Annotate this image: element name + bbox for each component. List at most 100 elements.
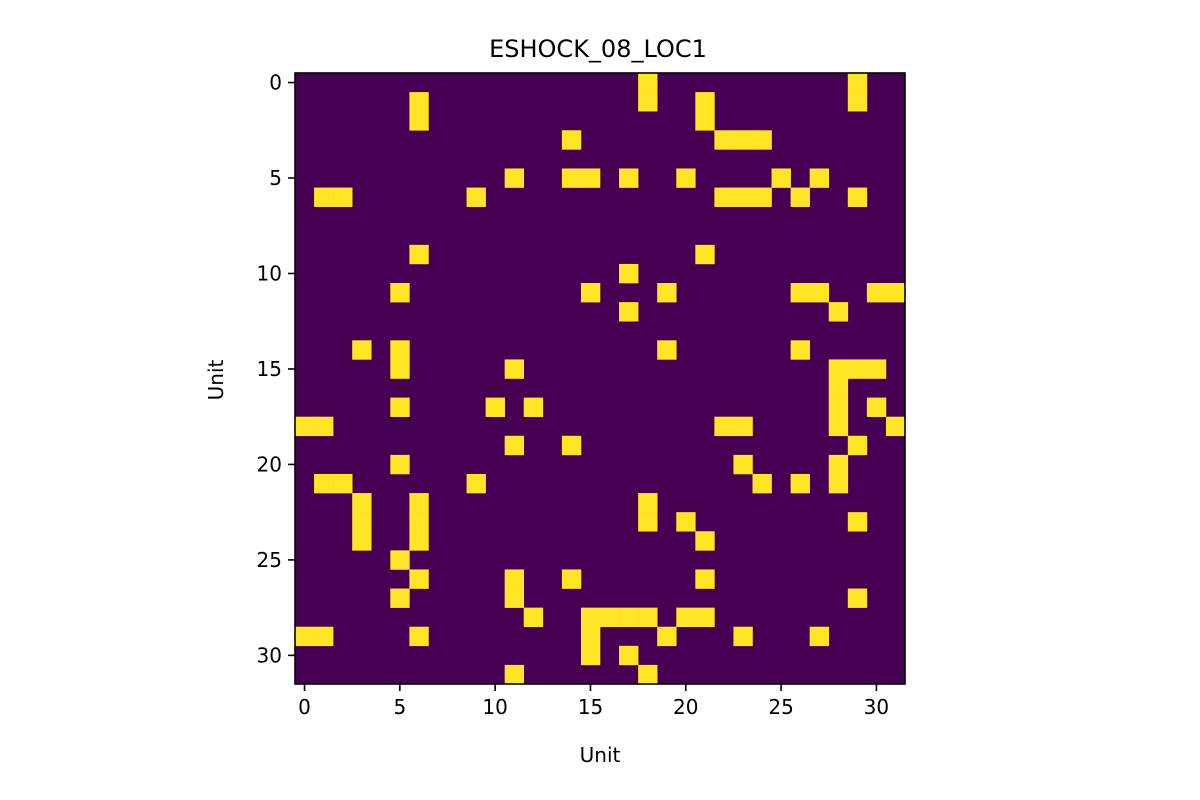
heatmap-cell (466, 187, 486, 207)
heatmap-cell (638, 607, 658, 628)
x-axis-label: Unit (580, 743, 621, 767)
heatmap-cell (619, 645, 639, 666)
heatmap-cell (390, 550, 410, 570)
heatmap-cell (657, 626, 677, 647)
heatmap-cell (619, 263, 639, 284)
heatmap-cell (352, 512, 372, 532)
heatmap-cell (561, 130, 582, 150)
heatmap-cell (580, 283, 601, 303)
heatmap-cells (295, 73, 906, 685)
heatmap-cell (390, 283, 410, 303)
x-tick-label: 15 (578, 695, 603, 719)
y-tick-label: 5 (269, 166, 282, 190)
heatmap-cell (866, 283, 887, 303)
heatmap-cell (847, 92, 868, 112)
heatmap-cell (847, 588, 868, 608)
x-tick-label: 30 (864, 695, 889, 719)
heatmap-cell (809, 168, 830, 188)
heatmap-cell (828, 397, 849, 417)
heatmap-cell (790, 283, 810, 303)
heatmap-cell (352, 340, 372, 360)
heatmap-cell (695, 244, 715, 265)
heatmap-cell (523, 607, 544, 628)
heatmap-cell (580, 607, 601, 628)
heatmap-cell (580, 168, 601, 188)
heatmap-cell (847, 359, 868, 379)
heatmap-cell (847, 73, 868, 93)
heatmap-cell (828, 378, 849, 398)
heatmap-cell (295, 416, 315, 437)
heatmap-cell (504, 359, 525, 379)
heatmap-cell (390, 359, 410, 379)
heatmap-cell (504, 168, 525, 188)
y-axis-label: Unit (204, 359, 228, 400)
heatmap-cell (638, 73, 658, 93)
heatmap-cell (295, 626, 315, 647)
heatmap-cell (733, 416, 753, 437)
heatmap-cell (866, 359, 887, 379)
heatmap-cell (619, 302, 639, 322)
heatmap-cell (638, 512, 658, 532)
heatmap-cell (733, 454, 753, 475)
heatmap-cell (619, 607, 639, 628)
plot-frame (294, 72, 906, 685)
chart-title: ESHOCK_08_LOC1 (489, 35, 707, 63)
heatmap-cell (695, 607, 715, 628)
heatmap-cell (333, 473, 353, 494)
heatmap-cell (828, 473, 849, 494)
heatmap-cell (752, 473, 772, 494)
y-tick-label: 25 (257, 548, 282, 572)
heatmap-cell (390, 454, 410, 475)
heatmap-cell (638, 92, 658, 112)
heatmap-cell (333, 187, 353, 207)
y-axis-ticks: 0 5 10 15 20 25 30 (257, 71, 295, 667)
heatmap-cell (504, 435, 525, 456)
y-tick-label: 30 (257, 643, 282, 667)
x-tick-label: 10 (482, 695, 507, 719)
heatmap-cell (809, 626, 830, 647)
heatmap-cell (657, 340, 677, 360)
heatmap-cell (790, 473, 810, 494)
heatmap-cell (885, 283, 906, 303)
heatmap-cell (809, 283, 830, 303)
heatmap-cell (714, 130, 734, 150)
heatmap-cell (504, 588, 525, 608)
heatmap-cell (676, 168, 696, 188)
heatmap-cell (752, 187, 772, 207)
y-tick-label: 0 (269, 71, 282, 95)
heatmap-cell (866, 397, 887, 417)
heatmap-cell (714, 187, 734, 207)
heatmap-cell (771, 168, 791, 188)
heatmap-cell (638, 664, 658, 685)
heatmap-cell (619, 168, 639, 188)
heatmap-cell (390, 340, 410, 360)
x-tick-label: 20 (673, 695, 698, 719)
heatmap-cell (390, 397, 410, 417)
heatmap-cell (409, 626, 429, 647)
x-axis-ticks: 0 5 10 15 20 25 30 (298, 684, 889, 719)
heatmap-cell (695, 92, 715, 112)
heatmap-cell (409, 244, 429, 265)
heatmap-cell (314, 473, 334, 494)
heatmap-cell (352, 531, 372, 551)
x-tick-label: 25 (768, 695, 793, 719)
heatmap-cell (485, 397, 505, 417)
x-tick-label: 5 (393, 695, 406, 719)
heatmap-cell (695, 531, 715, 551)
heatmap-cell (733, 187, 753, 207)
heatmap-cell (676, 512, 696, 532)
heatmap-cell (580, 626, 601, 647)
heatmap-cell (580, 645, 601, 666)
heatmap-cell (828, 454, 849, 475)
heatmap-cell (885, 416, 906, 437)
heatmap-cell (714, 416, 734, 437)
heatmap-cell (409, 569, 429, 589)
heatmap-cell (790, 187, 810, 207)
heatmap-cell (561, 168, 582, 188)
y-tick-label: 15 (257, 357, 282, 381)
heatmap-cell (504, 569, 525, 589)
heatmap-cell (733, 626, 753, 647)
heatmap-cell (676, 607, 696, 628)
heatmap-cell (409, 92, 429, 112)
